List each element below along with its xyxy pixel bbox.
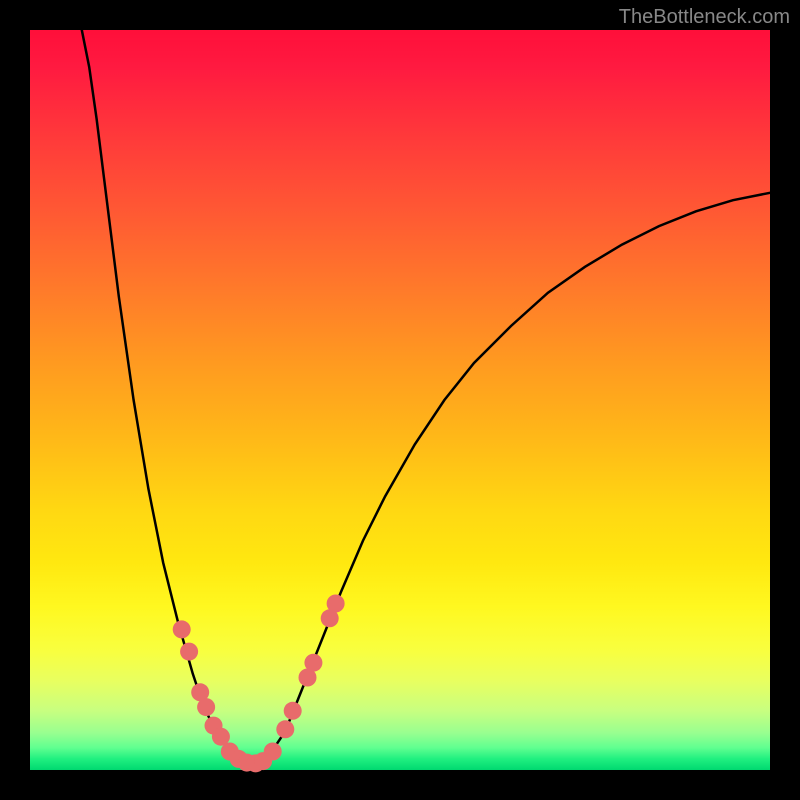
bottleneck-chart — [0, 0, 800, 800]
watermark-text: TheBottleneck.com — [619, 6, 790, 29]
data-marker — [197, 698, 215, 716]
chart-background — [30, 30, 770, 770]
data-marker — [173, 620, 191, 638]
data-marker — [276, 720, 294, 738]
chart-container: TheBottleneck.com — [0, 0, 800, 800]
data-marker — [327, 595, 345, 613]
data-marker — [304, 654, 322, 672]
data-marker — [180, 643, 198, 661]
data-marker — [264, 743, 282, 761]
data-marker — [284, 702, 302, 720]
